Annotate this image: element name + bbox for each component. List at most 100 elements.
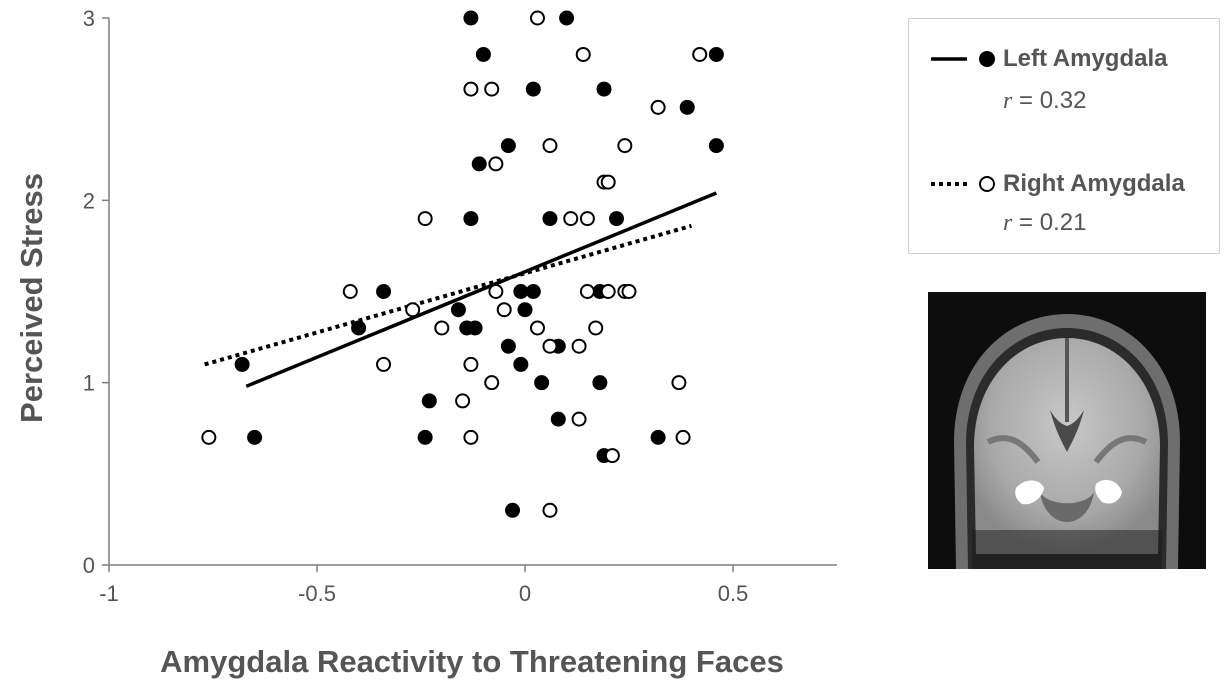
data-point-right [604, 448, 620, 464]
x-tick-label: 0.5 [718, 581, 749, 606]
x-tick-label: -0.5 [298, 581, 336, 606]
data-point-right [600, 174, 616, 190]
data-point-right [542, 138, 558, 154]
x-tick-label: 0 [519, 581, 531, 606]
data-point-left [650, 429, 666, 445]
legend-r-right: r = 0.21 [1003, 209, 1086, 237]
data-point-left [463, 10, 479, 26]
right-amygdala-highlight [1095, 479, 1122, 504]
x-tick-label: -1 [99, 581, 119, 606]
legend: Left Amygdala r = 0.32 Right Amygdala r … [908, 18, 1220, 254]
data-point-left [559, 10, 575, 26]
data-point-right [617, 138, 633, 154]
data-point-right [575, 46, 591, 62]
data-point-right [488, 156, 504, 172]
data-point-right [484, 375, 500, 391]
data-point-right [455, 393, 471, 409]
scan-lower-shadow [972, 530, 1162, 569]
legend-item-left: Left Amygdala [929, 45, 1167, 73]
data-point-left [234, 356, 250, 372]
data-point-right [463, 356, 479, 372]
data-point-right [488, 284, 504, 299]
data-point-left [463, 211, 479, 227]
sulcus-right [1093, 435, 1148, 464]
legend-r-value-right: = 0.21 [1019, 209, 1087, 236]
data-point-left [534, 375, 550, 391]
y-tick-label: 2 [83, 188, 95, 213]
data-point-right [201, 429, 217, 445]
data-point-left [500, 138, 516, 154]
data-point-left [467, 320, 483, 336]
trend-line-left [245, 191, 718, 388]
x-axis-title: Amygdala Reactivity to Threatening Faces [160, 644, 784, 679]
data-point-left [679, 99, 695, 115]
brainstem [1040, 492, 1094, 522]
data-point-right [563, 211, 579, 227]
left-amygdala-highlight [1015, 480, 1044, 505]
data-point-right [376, 356, 392, 372]
data-point-left [708, 138, 724, 154]
legend-label-left: Left Amygdala [1003, 45, 1168, 72]
data-point-right [463, 81, 479, 97]
trend-lines [204, 191, 718, 388]
legend-item-right: Right Amygdala [929, 170, 1185, 198]
legend-marker-open [979, 176, 995, 192]
data-point-right [650, 99, 666, 115]
legend-r-left: r = 0.32 [1003, 87, 1086, 115]
data-point-left [475, 46, 491, 62]
data-point-right [588, 320, 604, 336]
legend-label-right: Right Amygdala [1003, 170, 1185, 197]
data-point-right [675, 429, 691, 445]
data-point-left [542, 211, 558, 227]
data-point-left [450, 302, 466, 318]
ventricles [1050, 410, 1084, 452]
data-point-left [471, 156, 487, 172]
data-point-left [351, 320, 367, 336]
y-tick-label: 1 [83, 371, 95, 396]
data-point-left [513, 356, 529, 372]
data-point-right [496, 302, 512, 318]
data-point-right [529, 10, 545, 26]
data-point-left [500, 338, 516, 354]
data-point-right [484, 81, 500, 97]
sulcus-left [986, 435, 1041, 464]
data-point-left [609, 211, 625, 227]
data-point-right [405, 302, 421, 318]
data-point-right [600, 284, 616, 299]
data-point-left [550, 411, 566, 427]
data-point-left [421, 393, 437, 409]
data-point-right [417, 211, 433, 227]
data-point-right [571, 411, 587, 427]
data-point-right [542, 502, 558, 518]
data-point-right [542, 338, 558, 354]
data-point-right [463, 429, 479, 445]
data-point-right [621, 284, 637, 299]
data-point-left [592, 375, 608, 391]
data-point-left [247, 429, 263, 445]
legend-r-symbol-left: r [1003, 88, 1013, 114]
data-point-left [505, 502, 521, 518]
data-points [201, 10, 724, 518]
data-point-left [417, 429, 433, 445]
data-point-left [708, 46, 724, 62]
legend-swatch-right [931, 176, 995, 192]
data-point-right [529, 320, 545, 336]
data-point-right [692, 46, 708, 62]
data-point-left [596, 81, 612, 97]
data-point-left [525, 284, 541, 299]
data-point-left [513, 284, 529, 299]
y-tick-label: 3 [83, 6, 95, 31]
data-point-right [671, 375, 687, 391]
brain-scan-image [928, 292, 1206, 569]
data-point-right [579, 284, 595, 299]
legend-marker-filled [979, 51, 995, 67]
axes: 0 1 2 3 -1 -0.5 0 0.5 [83, 6, 837, 606]
y-axis-title: Perceived Stress [14, 173, 49, 423]
data-point-right [434, 320, 450, 336]
data-point-right [342, 284, 358, 299]
data-point-right [579, 211, 595, 227]
y-tick-label: 0 [83, 553, 95, 578]
legend-r-value-left: = 0.32 [1019, 87, 1087, 114]
legend-swatch-left [931, 51, 995, 67]
